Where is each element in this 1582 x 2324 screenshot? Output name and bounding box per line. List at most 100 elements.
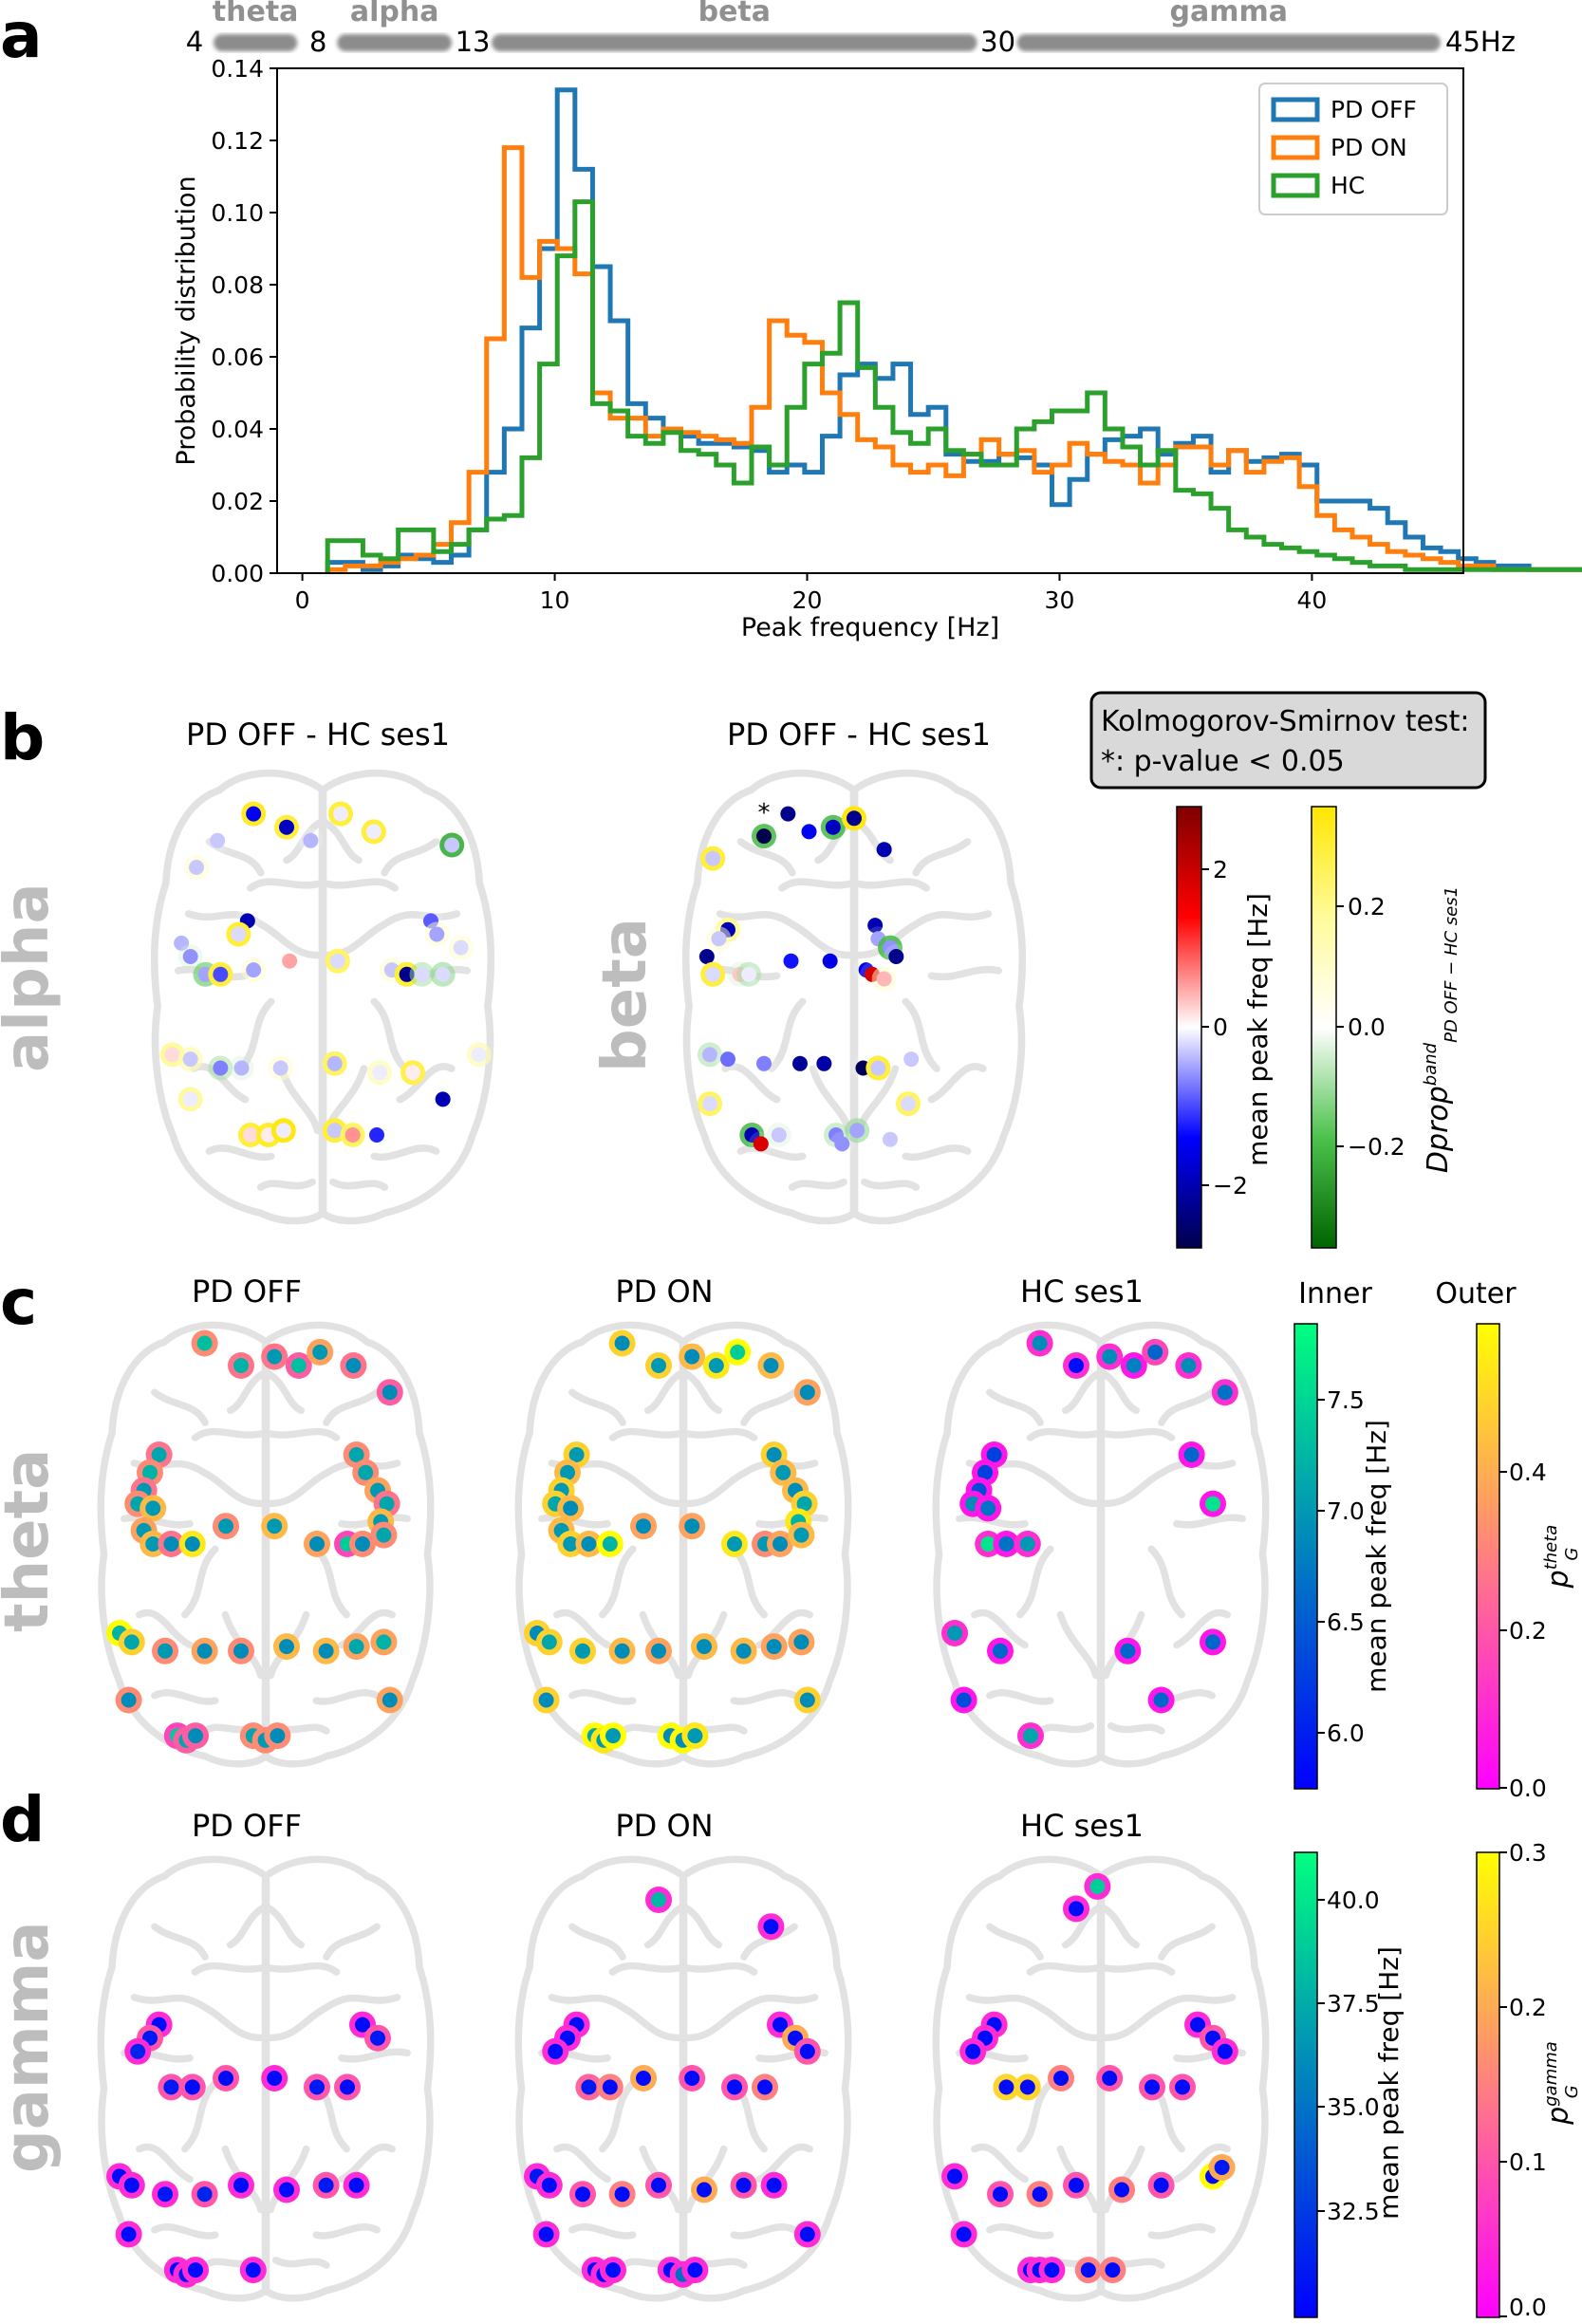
hist-series-hc: [325, 199, 1582, 573]
electrode-dot-1: [279, 819, 294, 835]
theta-1-electrode-dot-7: [568, 1447, 585, 1462]
theta-0-electrode-dot-7: [151, 1447, 167, 1462]
panel-b: alpha beta PD OFF - HC ses1 PD OFF - HC …: [0, 691, 1487, 1249]
theta-2-electrode-dot-16: [1205, 1496, 1220, 1512]
theta-1-electrode-dot-5: [763, 1358, 779, 1373]
band-label-gamma: gamma: [1170, 0, 1288, 28]
theta-0-electrode-dot-13: [145, 1536, 161, 1552]
theta-0-electrode-dot-34: [348, 1639, 364, 1655]
gamma-2-electrode-dot-4: [965, 2043, 981, 2059]
theta-2-electrode-dot-2: [1102, 1348, 1118, 1365]
gamma-1-electrode-dot-7: [636, 2071, 651, 2086]
electrode-dot-40: [369, 1127, 384, 1143]
colorbar-theta-outer-ticklabel-2: 0.2: [1509, 1617, 1547, 1645]
colorbar-gamma-inner-gradient: [1294, 1851, 1318, 2318]
theta-1-electrode-dot-8: [560, 1464, 575, 1480]
theta-1-electrode-dot-2: [684, 1348, 700, 1365]
electrode-dot-10: [705, 966, 721, 982]
gamma-1-electrode-dot-26: [605, 2262, 621, 2278]
theta-0-electrode-dot-40: [188, 1728, 203, 1744]
panel-label-d: d: [0, 1783, 45, 1856]
electrode-dot-39: [344, 1127, 361, 1143]
gamma-2-electrode-dot-1: [1069, 1901, 1084, 1917]
theta-1-electrode-dot-21: [766, 1447, 782, 1462]
electrode-dot-4: [333, 806, 348, 822]
colorbar-diff-ticklabel-2: 2: [1213, 856, 1228, 883]
theta-1-electrode-dot-43: [687, 1728, 703, 1744]
hist-legend-swatch-0: [1271, 97, 1320, 122]
electrode-dot-27: [233, 1060, 250, 1076]
hist-xtick-label-2: 20: [792, 586, 823, 614]
electrode-dot-19: [888, 949, 904, 964]
ks-line-1: Kolmogorov-Smirnov test:: [1101, 705, 1469, 738]
gamma-1-electrode-dot-16: [575, 2186, 590, 2203]
theta-1-electrode-dot-26: [793, 1527, 810, 1543]
colorbar-gamma-outer-label: pgammaG: [1541, 2041, 1582, 2126]
theta-0-electrode-dot-36: [121, 1692, 137, 1708]
gamma-1-electrode-dot-13: [799, 2043, 815, 2059]
colorbar-theta-inner-ticklabel-4: 6.0: [1327, 1720, 1365, 1747]
colorbar-gamma-outer: 0.3 0.2 0.1 0.0 pgammaG: [1476, 1839, 1582, 2321]
theta-0-electrode-dot-16: [218, 1518, 233, 1534]
gamma-0-electrode-dot-4: [184, 2079, 200, 2095]
theta-1-electrode-dot-1: [651, 1358, 666, 1373]
gamma-2-electrode-dot-17: [1069, 2177, 1084, 2193]
gamma-0-electrode-dot-19: [121, 2226, 137, 2242]
theta-0-electrode-dot-24: [379, 1496, 395, 1512]
theta-0-electrode-dot-31: [233, 1643, 249, 1659]
theta-1-electrode-dot-28: [541, 1634, 557, 1650]
theta-0-electrode-dot-29: [158, 1643, 173, 1659]
theta-2-electrode-dot-15: [1183, 1447, 1200, 1462]
map-title-alpha: PD OFF - HC ses1: [186, 716, 450, 753]
colorbar-theta-outer: Outer 0.4 0.2 0.0 pthetaG: [1435, 1277, 1582, 1802]
colorbar-gamma-outer-ticklabel-3: 0.1: [1509, 2148, 1547, 2176]
gamma-2-electrode-dot-10: [1175, 2079, 1190, 2095]
gamma-0-electrode-dot-15: [233, 2177, 249, 2193]
panel-c: theta PD OFF PD ON HC ses1 Inner 7.5 7.0 6…: [0, 1274, 1582, 1802]
electrode-dot-2: [210, 832, 226, 848]
theta-2-electrode-dot-3: [1126, 1358, 1142, 1373]
electrode-dot-9: [231, 926, 247, 942]
significance-star: *: [758, 799, 771, 827]
hist-ytick-label-7: 0.14: [211, 55, 264, 83]
gamma-0-electrode-dot-22: [188, 2262, 203, 2278]
theta-2-electrode-dot-17: [947, 1626, 962, 1641]
gamma-0-electrode-dot-12: [123, 2177, 140, 2193]
gamma-2-electrode-dot-25: [1044, 2262, 1060, 2278]
panel-d: gamma PD OFF PD ON HC ses1 40.0 37.5 35.0 …: [0, 1808, 1582, 2321]
electrode-dot-22: [414, 966, 430, 982]
colorbar-dprop-gradient: [1311, 806, 1337, 1249]
gamma-1-electrode-dot-10: [757, 2079, 772, 2095]
theta-1-electrode-dot-33: [735, 1643, 752, 1659]
gamma-2-electrode-dot-7: [1053, 2071, 1069, 2086]
theta-0-electrode-dot-21: [348, 1447, 364, 1462]
theta-0-electrode-dot-43: [270, 1728, 286, 1744]
gamma-1-electrode-dot-29: [687, 2262, 703, 2278]
panel-label-a: a: [0, 0, 43, 72]
theta-2-electrode-dot-18: [993, 1643, 1008, 1659]
row-label-theta: theta: [0, 1449, 63, 1632]
electrode-dot-3: [303, 832, 319, 848]
theta-0-electrode-dot-14: [163, 1536, 179, 1552]
hist-ytick-label-3: 0.06: [211, 344, 264, 371]
panel-label-c: c: [0, 1266, 37, 1339]
gamma-2-electrode-dot-21: [1214, 2160, 1230, 2175]
band-label-alpha: alpha: [350, 0, 439, 28]
theta-0-electrode-dot-20: [355, 1536, 370, 1552]
band-bar-alpha: [337, 34, 453, 51]
ks-line-2: *: p-value < 0.05: [1101, 745, 1345, 778]
theta-1-electrode-dot-15: [602, 1536, 618, 1552]
theta-1-electrode-dot-30: [614, 1643, 630, 1659]
electrode-dot-34: [435, 1091, 451, 1107]
theta-1-electrode-dot-32: [697, 1639, 712, 1655]
electrode-dot-32: [471, 1047, 487, 1063]
theta-1-electrode-dot-4: [730, 1344, 746, 1360]
hist-ylabel: Probability distribution: [172, 176, 201, 465]
electrode-dot-25: [792, 1055, 808, 1071]
hist-ytick-label-5: 0.10: [211, 199, 264, 227]
electrode-dot-38: [883, 1131, 898, 1147]
electrode-dot-23: [435, 966, 451, 982]
colorbar-gamma-outer-ticklabel-2: 0.2: [1509, 1994, 1547, 2021]
colorbar-dprop-label: DpropbandPD OFF − HC ses1: [1421, 886, 1461, 1173]
